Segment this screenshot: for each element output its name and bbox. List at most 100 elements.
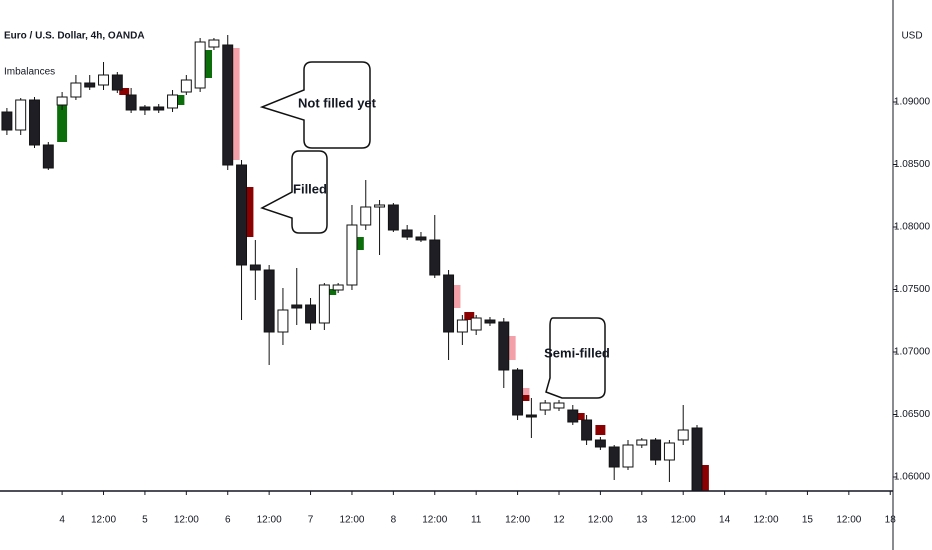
y-tick-label: 1.08000: [894, 222, 931, 233]
candle-body: [374, 204, 386, 208]
candle-body: [636, 439, 648, 446]
candle-body: [456, 319, 468, 333]
x-tick-label: 12:00: [671, 515, 696, 526]
candle-body: [512, 369, 524, 416]
candle-body: [29, 99, 40, 146]
candle-body: [498, 321, 510, 371]
x-tick-label: 12:00: [422, 515, 447, 526]
candle-body: [650, 439, 662, 461]
candle-body: [111, 74, 123, 91]
imbalance-box: [326, 289, 337, 295]
x-tick-label: 12:00: [754, 515, 779, 526]
y-axis-label: USD: [901, 31, 922, 42]
callout-text: Filled: [293, 181, 327, 196]
candle-body: [332, 284, 344, 291]
x-tick-label: 6: [225, 515, 231, 526]
y-tick-label: 1.08500: [894, 159, 931, 170]
candle-body: [346, 224, 358, 286]
imbalance-box: [243, 187, 254, 237]
callout-text: Semi-filled: [544, 345, 610, 360]
candle-body: [594, 439, 606, 448]
candle-body: [484, 319, 496, 324]
imbalance-box: [174, 95, 185, 105]
candle-body: [567, 409, 579, 423]
y-tick-label: 1.06000: [894, 472, 931, 483]
candle-body: [70, 82, 82, 98]
x-tick-label: 12:00: [505, 515, 530, 526]
candle-body: [15, 99, 27, 131]
candle-body: [1, 111, 13, 131]
y-tick-label: 1.07500: [894, 284, 931, 295]
callout: Filled: [260, 150, 328, 234]
candle-body: [277, 309, 289, 333]
candle-body: [677, 429, 689, 441]
candle-body: [470, 317, 482, 331]
x-tick-label: 12:00: [836, 515, 861, 526]
callout-text: Not filled yet: [298, 95, 377, 110]
x-tick-label: 12: [553, 515, 565, 526]
plot-area: [1, 35, 709, 491]
x-tick-label: 13: [636, 515, 648, 526]
imbalance-box: [57, 105, 68, 142]
y-tick-label: 1.09000: [894, 97, 931, 108]
imbalance-box: [574, 413, 585, 420]
candle-body: [360, 206, 372, 226]
imbalance-box: [595, 425, 606, 435]
candle-body: [429, 239, 441, 276]
imbalance-box: [464, 312, 475, 320]
candle-body: [263, 269, 275, 333]
candle-body: [222, 44, 234, 166]
candle-body: [415, 236, 427, 241]
candle-body: [208, 39, 220, 48]
candle-body: [622, 444, 634, 468]
callout-bubble: [259, 61, 371, 149]
candle-body: [180, 79, 192, 93]
x-tick-label: 14: [719, 515, 731, 526]
x-tick-label: 12:00: [174, 515, 199, 526]
imbalance-box: [202, 50, 213, 78]
imbalance-box: [119, 88, 130, 95]
candle-body: [125, 94, 137, 111]
candle-body: [291, 304, 303, 309]
candle-body: [98, 74, 109, 86]
x-tick-label: 12:00: [339, 515, 364, 526]
candle-body: [691, 427, 703, 491]
candle-body: [236, 164, 248, 266]
candle-body: [305, 304, 317, 324]
candle-body: [663, 442, 675, 461]
callout-bubble: [260, 150, 328, 234]
candle-body: [525, 414, 537, 418]
imbalance-box: [505, 336, 516, 360]
x-tick-label: 7: [308, 515, 314, 526]
y-tick-label: 1.06500: [894, 409, 931, 420]
imbalance-box: [519, 395, 530, 401]
candle-body: [167, 94, 178, 109]
chart-title: Euro / U.S. Dollar, 4h, OANDA: [4, 31, 145, 42]
callout: Semi-filled: [544, 317, 610, 399]
imbalance-box: [353, 237, 364, 250]
candle-body: [387, 204, 399, 231]
candle-body: [56, 96, 68, 106]
callout: Not filled yet: [259, 61, 377, 149]
candle-body: [553, 402, 565, 409]
x-tick-label: 11: [471, 515, 482, 526]
candle-body: [139, 106, 151, 111]
imbalance-box: [450, 285, 461, 308]
x-tick-label: 15: [802, 515, 814, 526]
candle-body: [443, 274, 455, 333]
candle-body: [318, 284, 330, 324]
x-tick-label: 8: [391, 515, 397, 526]
imbalance-box: [229, 48, 240, 160]
candle-body: [249, 264, 261, 271]
candle-body: [608, 446, 620, 468]
candle-body: [581, 419, 593, 441]
indicator-label: Imbalances: [4, 67, 55, 78]
candle-body: [401, 229, 413, 238]
x-tick-label: 12:00: [588, 515, 613, 526]
x-tick-label: 12:00: [91, 515, 116, 526]
imbalance-box: [519, 388, 530, 395]
x-tick-label: 4: [59, 515, 65, 526]
candle-body: [84, 82, 96, 88]
candle-body: [42, 144, 54, 169]
